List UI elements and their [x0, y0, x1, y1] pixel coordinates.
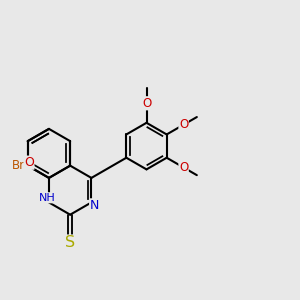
Text: O: O: [179, 118, 188, 131]
Text: S: S: [65, 235, 75, 250]
Text: O: O: [24, 156, 34, 169]
Text: N: N: [90, 199, 99, 212]
Text: O: O: [179, 161, 188, 174]
Text: Br: Br: [12, 159, 25, 172]
Text: O: O: [142, 97, 151, 110]
Text: NH: NH: [38, 193, 55, 203]
